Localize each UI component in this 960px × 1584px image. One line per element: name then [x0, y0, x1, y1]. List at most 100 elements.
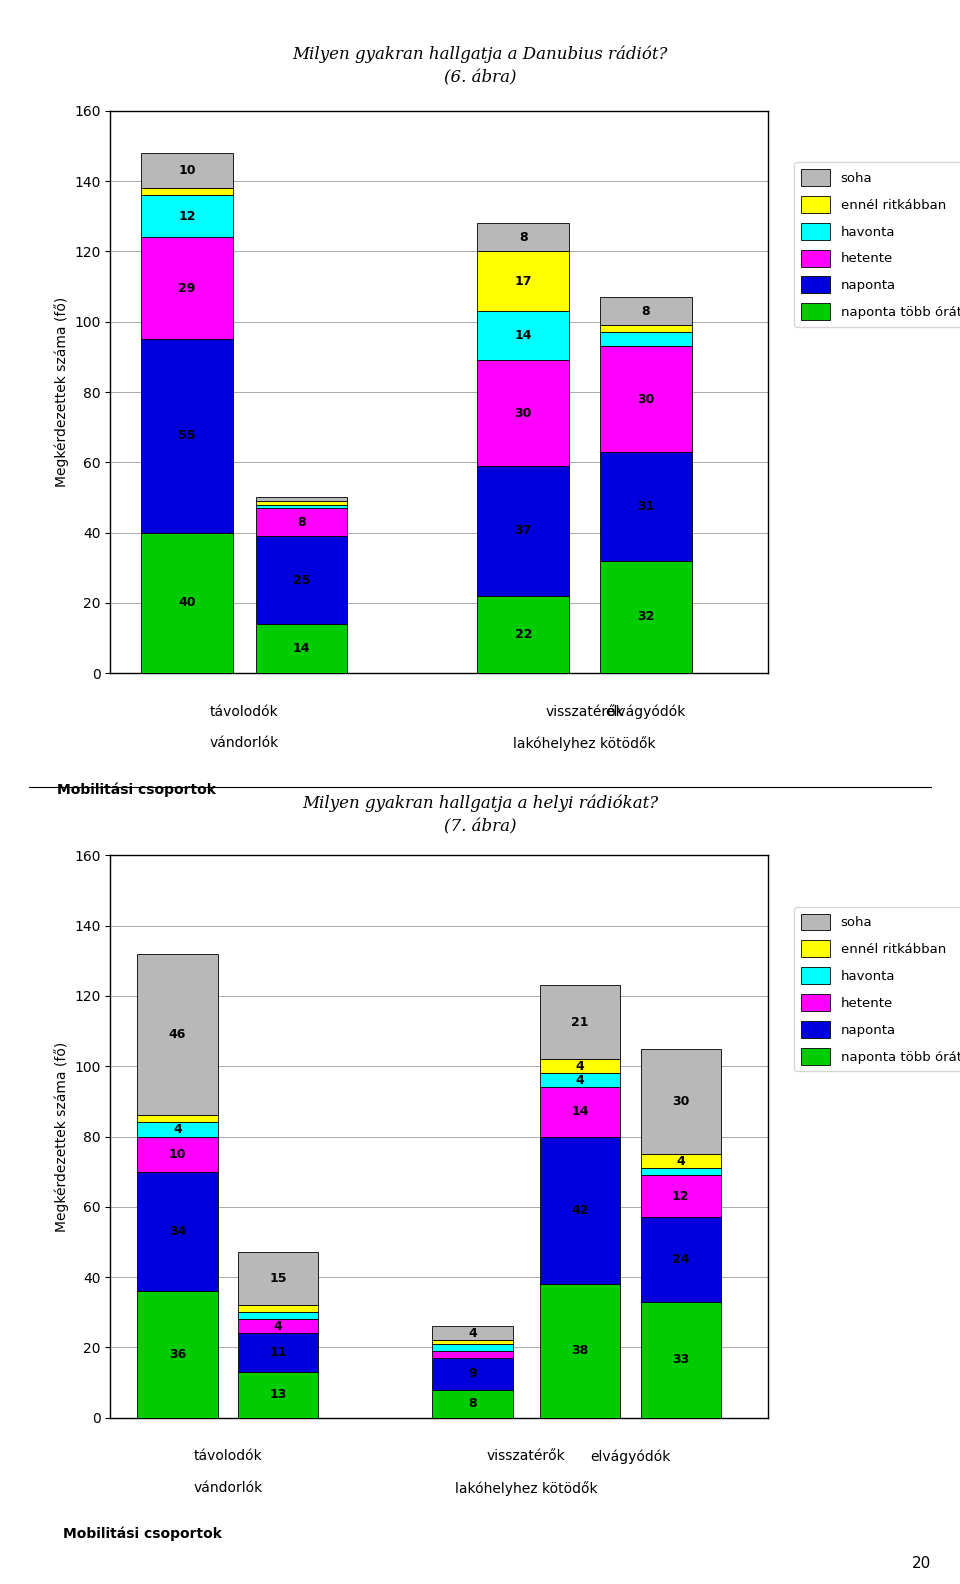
Bar: [141, 154, 232, 188]
Text: visszatérők: visszatérők: [545, 705, 624, 719]
Bar: [477, 361, 569, 466]
Bar: [477, 596, 569, 673]
Bar: [255, 624, 348, 673]
Text: 46: 46: [169, 1028, 186, 1041]
Bar: [540, 985, 620, 1060]
Bar: [540, 1060, 620, 1074]
Text: vándorlók: vándorlók: [209, 737, 278, 751]
Bar: [477, 310, 569, 361]
Text: visszatérők: visszatérők: [487, 1449, 565, 1464]
Text: lakóhelyhez kötödők: lakóhelyhez kötödők: [455, 1481, 598, 1495]
Bar: [540, 1087, 620, 1137]
Text: 4: 4: [468, 1327, 477, 1340]
Text: 4: 4: [274, 1319, 282, 1332]
Text: 25: 25: [293, 573, 310, 586]
Legend: soha, ennél ritkábban, havonta, hetente, naponta, naponta több órát: soha, ennél ritkábban, havonta, hetente,…: [794, 908, 960, 1071]
Bar: [477, 252, 569, 310]
Bar: [141, 532, 232, 673]
Text: 8: 8: [468, 1397, 477, 1410]
Text: Milyen gyakran hallgatja a Danubius rádiót?: Milyen gyakran hallgatja a Danubius rádi…: [292, 44, 668, 63]
Text: 37: 37: [515, 524, 532, 537]
Text: 13: 13: [270, 1388, 287, 1402]
Text: (6. ábra): (6. ábra): [444, 70, 516, 87]
Bar: [137, 1137, 218, 1172]
Bar: [540, 1137, 620, 1285]
Bar: [433, 1343, 513, 1351]
Text: lakóhelyhez kötödők: lakóhelyhez kötödők: [514, 737, 656, 751]
Text: 14: 14: [293, 642, 310, 656]
Text: elvágyódók: elvágyódók: [590, 1449, 671, 1464]
Bar: [477, 223, 569, 252]
Text: 11: 11: [270, 1346, 287, 1359]
Text: távolodók: távolodók: [194, 1449, 262, 1464]
Bar: [640, 1175, 721, 1218]
Bar: [600, 298, 691, 325]
Bar: [141, 339, 232, 532]
Bar: [238, 1312, 319, 1319]
Y-axis label: Megkérdezettek száma (fő): Megkérdezettek száma (fő): [54, 1041, 68, 1232]
Bar: [141, 195, 232, 238]
Text: 21: 21: [571, 1015, 588, 1028]
Bar: [433, 1326, 513, 1340]
Text: 40: 40: [179, 597, 196, 610]
Text: 24: 24: [672, 1253, 689, 1266]
Text: 36: 36: [169, 1348, 186, 1361]
Text: 8: 8: [519, 231, 528, 244]
Text: Milyen gyakran hallgatja a helyi rádiókat?: Milyen gyakran hallgatja a helyi rádióka…: [302, 794, 658, 813]
Bar: [640, 1218, 721, 1302]
Bar: [540, 1285, 620, 1418]
Bar: [137, 954, 218, 1115]
Bar: [640, 1302, 721, 1418]
Text: Mobilitási csoportok: Mobilitási csoportok: [57, 782, 216, 797]
Text: 30: 30: [672, 1095, 689, 1107]
Bar: [238, 1253, 319, 1305]
Text: elvágyódók: elvágyódók: [606, 705, 685, 719]
Bar: [433, 1351, 513, 1357]
Text: távolodók: távolodók: [210, 705, 278, 719]
Text: 30: 30: [515, 407, 532, 420]
Text: 38: 38: [571, 1345, 588, 1357]
Text: 10: 10: [179, 165, 196, 177]
Legend: soha, ennél ritkábban, havonta, hetente, naponta, naponta több órát: soha, ennél ritkábban, havonta, hetente,…: [794, 163, 960, 326]
Y-axis label: Megkérdezettek száma (fő): Megkérdezettek száma (fő): [54, 296, 68, 488]
Text: 34: 34: [169, 1224, 186, 1239]
Bar: [600, 347, 691, 451]
Text: 14: 14: [571, 1106, 588, 1118]
Bar: [640, 1049, 721, 1155]
Bar: [238, 1319, 319, 1334]
Text: 12: 12: [672, 1190, 689, 1202]
Text: 31: 31: [637, 501, 655, 513]
Bar: [137, 1115, 218, 1123]
Bar: [238, 1305, 319, 1312]
Bar: [255, 501, 348, 504]
Bar: [238, 1372, 319, 1418]
Bar: [433, 1389, 513, 1418]
Text: 20: 20: [912, 1555, 931, 1571]
Bar: [477, 466, 569, 596]
Text: 29: 29: [179, 282, 196, 295]
Text: 8: 8: [298, 515, 306, 529]
Text: 15: 15: [270, 1272, 287, 1285]
Text: vándorlók: vándorlók: [193, 1481, 262, 1495]
Bar: [540, 1074, 620, 1087]
Text: 9: 9: [468, 1367, 477, 1380]
Text: 12: 12: [179, 209, 196, 223]
Bar: [255, 504, 348, 508]
Text: 22: 22: [515, 627, 532, 642]
Bar: [137, 1291, 218, 1418]
Text: 10: 10: [169, 1147, 186, 1161]
Text: 14: 14: [515, 329, 532, 342]
Bar: [600, 561, 691, 673]
Text: 33: 33: [672, 1353, 689, 1365]
Bar: [433, 1357, 513, 1389]
Bar: [255, 497, 348, 501]
Text: 4: 4: [576, 1074, 585, 1087]
Text: 32: 32: [637, 610, 655, 624]
Text: 4: 4: [576, 1060, 585, 1072]
Bar: [255, 508, 348, 535]
Text: (7. ábra): (7. ábra): [444, 819, 516, 836]
Text: 55: 55: [179, 429, 196, 442]
Text: 30: 30: [637, 393, 655, 406]
Text: Mobilitási csoportok: Mobilitási csoportok: [63, 1527, 223, 1541]
Bar: [600, 333, 691, 347]
